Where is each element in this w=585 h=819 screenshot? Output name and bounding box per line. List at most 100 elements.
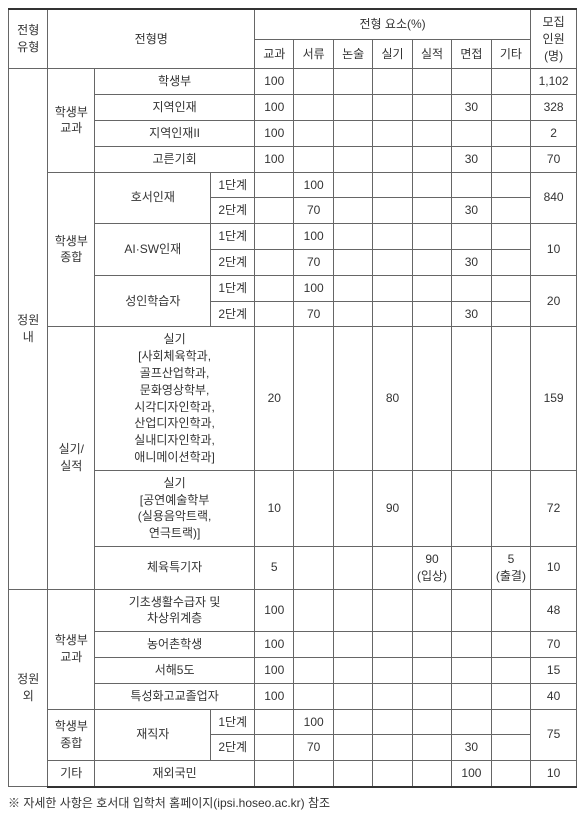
cell xyxy=(333,470,372,546)
type-inner: 정원내 xyxy=(9,69,48,589)
count: 75 xyxy=(531,709,577,761)
type-outer: 정원외 xyxy=(9,589,48,787)
cell xyxy=(412,589,451,632)
cell: 100 xyxy=(255,146,294,172)
cat-jonghap: 학생부종합 xyxy=(48,709,95,761)
cell xyxy=(412,683,451,709)
cell xyxy=(294,657,333,683)
cell: 100 xyxy=(255,657,294,683)
cell: 10 xyxy=(255,470,294,546)
cell xyxy=(491,327,531,470)
header-elem: 면접 xyxy=(452,39,491,69)
cell xyxy=(412,95,451,121)
cell xyxy=(333,172,372,198)
cell xyxy=(255,301,294,327)
cell xyxy=(491,735,531,761)
stage: 2단계 xyxy=(211,301,255,327)
cell xyxy=(412,172,451,198)
cell xyxy=(491,198,531,224)
cell xyxy=(412,301,451,327)
cell xyxy=(294,683,333,709)
cell xyxy=(333,224,372,250)
cell: 100 xyxy=(452,761,491,787)
cell xyxy=(373,589,412,632)
cell: 30 xyxy=(452,301,491,327)
cell xyxy=(452,172,491,198)
cell xyxy=(452,683,491,709)
track-name: 고른기회 xyxy=(95,146,255,172)
header-elem: 교과 xyxy=(255,39,294,69)
cell xyxy=(491,172,531,198)
track-name: 지역인재 xyxy=(95,95,255,121)
cell xyxy=(373,120,412,146)
cell xyxy=(412,735,451,761)
count: 1,102 xyxy=(531,69,577,95)
cell xyxy=(333,761,372,787)
cell xyxy=(333,275,372,301)
cell xyxy=(373,198,412,224)
cell xyxy=(333,146,372,172)
cell xyxy=(491,683,531,709)
cell: 100 xyxy=(255,683,294,709)
cell xyxy=(491,589,531,632)
cell xyxy=(373,249,412,275)
cell xyxy=(491,95,531,121)
cell xyxy=(452,546,491,589)
cell xyxy=(452,709,491,735)
cell xyxy=(491,224,531,250)
cell xyxy=(333,249,372,275)
cell xyxy=(412,224,451,250)
cell xyxy=(412,275,451,301)
track-name: AI·SW인재 xyxy=(95,224,211,276)
cell xyxy=(255,224,294,250)
track-name: 기초생활수급자 및차상위계층 xyxy=(95,589,255,632)
track-name: 학생부 xyxy=(95,69,255,95)
count: 10 xyxy=(531,546,577,589)
cell xyxy=(333,327,372,470)
cell xyxy=(491,632,531,658)
cell xyxy=(373,69,412,95)
cell xyxy=(491,657,531,683)
track-name: 특성화고교졸업자 xyxy=(95,683,255,709)
header-elem: 논술 xyxy=(333,39,372,69)
header-type: 전형유형 xyxy=(9,9,48,69)
cell: 20 xyxy=(255,327,294,470)
count: 40 xyxy=(531,683,577,709)
footnote: ※ 자세한 사항은 호서대 입학처 홈페이지(ipsi.hoseo.ac.kr)… xyxy=(8,794,577,811)
cell xyxy=(294,146,333,172)
cell xyxy=(373,709,412,735)
count: 20 xyxy=(531,275,577,327)
cell xyxy=(333,632,372,658)
cell: 30 xyxy=(452,146,491,172)
cell xyxy=(373,761,412,787)
cat-etc: 기타 xyxy=(48,761,95,787)
cell xyxy=(294,69,333,95)
stage: 2단계 xyxy=(211,735,255,761)
cell: 100 xyxy=(255,120,294,146)
cat-jonghap: 학생부종합 xyxy=(48,172,95,327)
cell xyxy=(333,198,372,224)
cell xyxy=(491,275,531,301)
cell: 5 xyxy=(255,546,294,589)
count: 328 xyxy=(531,95,577,121)
stage: 1단계 xyxy=(211,224,255,250)
stage: 2단계 xyxy=(211,198,255,224)
cell xyxy=(255,198,294,224)
header-elem: 실적 xyxy=(412,39,451,69)
cell xyxy=(294,120,333,146)
track-name: 재직자 xyxy=(95,709,211,761)
cell xyxy=(255,709,294,735)
cell xyxy=(491,120,531,146)
cell: 80 xyxy=(373,327,412,470)
track-name: 재외국민 xyxy=(95,761,255,787)
cell xyxy=(452,224,491,250)
cell xyxy=(452,632,491,658)
cell xyxy=(294,632,333,658)
cell xyxy=(373,275,412,301)
cell xyxy=(255,761,294,787)
cell xyxy=(373,735,412,761)
cell xyxy=(333,657,372,683)
cell: 30 xyxy=(452,198,491,224)
header-elem: 서류 xyxy=(294,39,333,69)
cell: 70 xyxy=(294,198,333,224)
